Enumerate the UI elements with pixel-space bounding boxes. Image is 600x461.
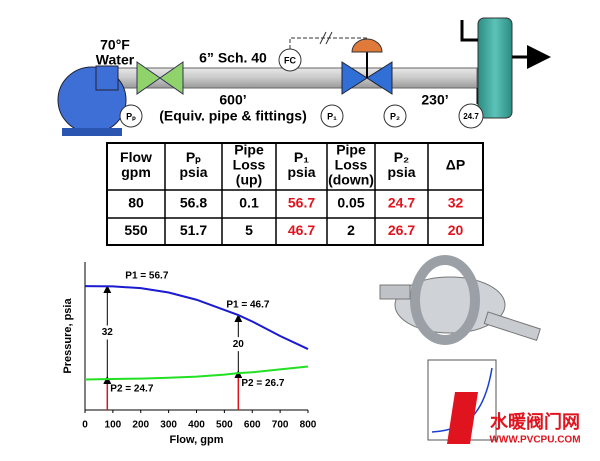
table: FlowgpmPₚpsiaPipeLoss(up)P₁psiaPipeLoss(… xyxy=(106,142,484,246)
line-series xyxy=(84,285,309,350)
valve-illustration: 水暖阀门网 WWW.PVCPU.COM xyxy=(379,255,581,446)
table-header: psia xyxy=(387,164,415,180)
table-border xyxy=(106,142,484,246)
x-tick-label: 500 xyxy=(216,420,233,431)
pump-base xyxy=(62,128,122,136)
instrument-label: P₁ xyxy=(327,111,337,121)
table-cell: 0.1 xyxy=(239,195,259,211)
table-cell: 24.7 xyxy=(388,195,415,211)
instrument xyxy=(278,48,302,72)
watermark-name: 水暖阀门网 xyxy=(490,411,580,432)
signal-mark xyxy=(319,31,333,45)
x-tick-label: 100 xyxy=(105,420,122,431)
table-header: (down) xyxy=(328,172,374,188)
x-axis-label: Flow, gpm xyxy=(170,434,224,446)
table-cell: 46.7 xyxy=(288,222,315,238)
instrument-label: Pₚ xyxy=(126,111,136,121)
x-tick-label: 200 xyxy=(132,420,149,431)
table-cell: 550 xyxy=(124,222,148,238)
y-axis-label: Pressure, psia xyxy=(62,298,74,374)
dp-label: 20 xyxy=(233,339,245,350)
table-cell: 0.05 xyxy=(337,195,364,211)
instrument xyxy=(458,103,484,129)
instrument xyxy=(119,104,143,128)
pipe-length: 230’ xyxy=(421,92,448,108)
table-header: gpm xyxy=(121,164,151,180)
p1-label: P1 = 56.7 xyxy=(125,271,169,282)
logo xyxy=(447,392,478,444)
table-header: P₁ xyxy=(294,149,309,165)
actuator xyxy=(351,38,383,53)
instrument-circles xyxy=(119,48,484,129)
x-tick-label: 400 xyxy=(188,420,205,431)
table-cell: 5 xyxy=(245,222,253,238)
valve-ring xyxy=(410,255,480,345)
dp-label-bg xyxy=(98,325,117,340)
table-header: psia xyxy=(179,164,207,180)
pump-outlet xyxy=(95,65,119,91)
instrument xyxy=(320,104,344,128)
dp-label-bg xyxy=(229,337,248,352)
table-header: Pₚ xyxy=(186,149,201,165)
table-cell: 26.7 xyxy=(388,222,415,238)
instrument-label: FC xyxy=(284,55,296,65)
dp-label: 32 xyxy=(102,327,114,338)
instrument-label: P₂ xyxy=(390,111,400,121)
x-tick-label: 300 xyxy=(160,420,177,431)
table-cell: 56.7 xyxy=(288,195,315,211)
table-cell: 56.8 xyxy=(180,195,207,211)
table-header: Flow xyxy=(120,149,152,165)
temperature: 70°F xyxy=(100,37,130,53)
instrument-label: 24.7 xyxy=(463,112,479,121)
valve-shaft xyxy=(379,284,411,300)
table-cell: 32 xyxy=(448,195,464,211)
x-tick-label: 600 xyxy=(244,420,261,431)
pipe-note: (Equiv. pipe & fittings) xyxy=(159,108,307,124)
chart: 0 100 200 300 400 500 600 700 800 Flow, gpm Pressu… xyxy=(62,262,317,446)
p1-label: P1 = 46.7 xyxy=(226,300,270,311)
table-header: Pipe xyxy=(336,142,366,158)
tank xyxy=(477,17,513,119)
watermark-url: WWW.PVCPU.COM xyxy=(489,435,580,446)
instrument xyxy=(383,104,407,128)
pipe-length: 600’ xyxy=(219,92,246,108)
x-tick-label: 700 xyxy=(272,420,289,431)
process-diagram: Pₚ FC P₁ P₂ 24.7 70°F Water 6” Sch. 40 6… xyxy=(57,17,551,136)
fluid: Water xyxy=(96,52,135,68)
inlet-pipe xyxy=(460,20,478,42)
x-tick-label: 800 xyxy=(300,420,317,431)
table-cell: 20 xyxy=(448,222,464,238)
valve-shaft xyxy=(483,311,541,342)
p2-label: P2 = 26.7 xyxy=(241,378,285,389)
table-header: psia xyxy=(287,164,315,180)
p2-label: P2 = 24.7 xyxy=(110,384,154,395)
gate-valve xyxy=(136,61,184,95)
table-header: (up) xyxy=(236,172,262,188)
table-cell: 51.7 xyxy=(180,222,207,238)
table-header: Loss xyxy=(233,157,266,173)
table-header: Pipe xyxy=(234,142,264,158)
line-series xyxy=(84,365,309,381)
table-cell: 80 xyxy=(128,195,144,211)
table-header: ΔP xyxy=(446,157,465,173)
table-header: Loss xyxy=(335,157,368,173)
table-header: P₂ xyxy=(394,149,410,165)
pipe-spec: 6” Sch. 40 xyxy=(199,50,267,66)
x-tick-label: 0 xyxy=(82,420,88,431)
table-cell: 2 xyxy=(347,222,355,238)
